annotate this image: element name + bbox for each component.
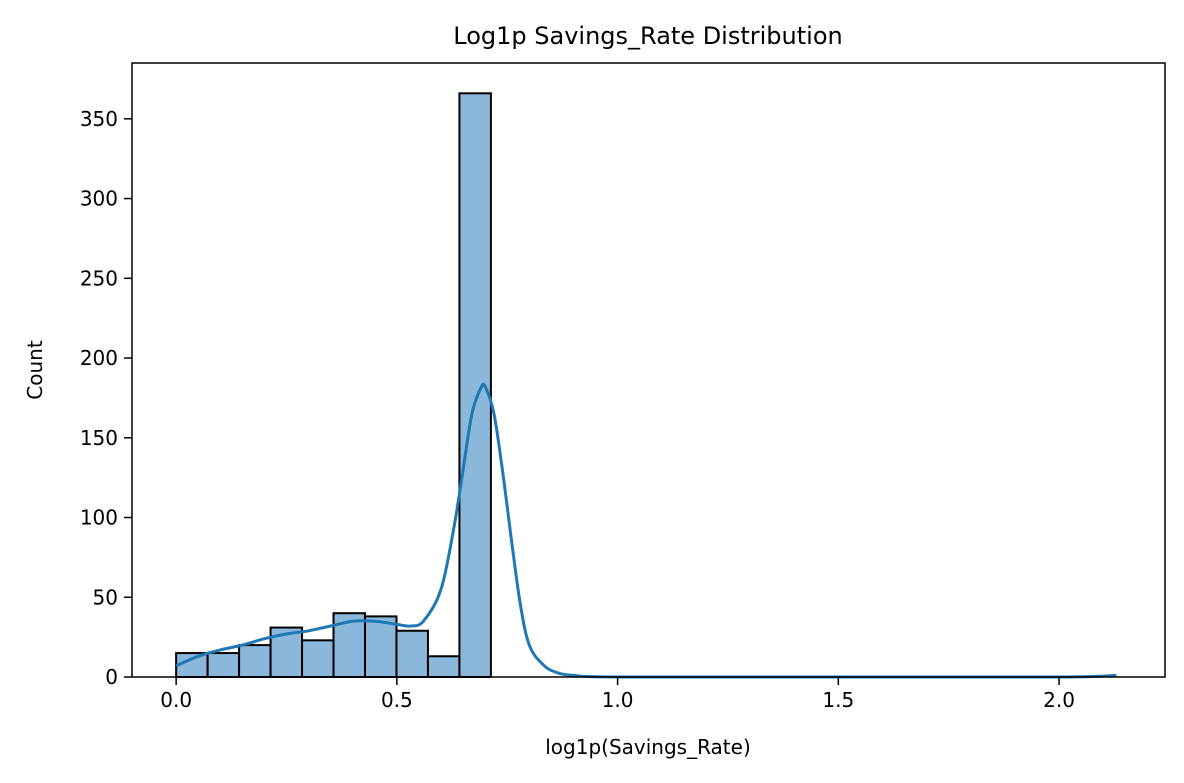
histogram-bar bbox=[395, 629, 429, 679]
histogram-bar bbox=[301, 639, 335, 678]
histogram-bars bbox=[175, 92, 492, 679]
y-tick-label: 100 bbox=[80, 506, 118, 530]
x-tick-label: 0.0 bbox=[160, 688, 192, 712]
y-tick-label: 200 bbox=[80, 346, 118, 370]
histogram-bar bbox=[332, 612, 366, 678]
x-tick-label: 2.0 bbox=[1043, 688, 1075, 712]
y-axis-label: Count bbox=[23, 340, 47, 400]
histogram-bar bbox=[458, 92, 492, 679]
histogram-bar bbox=[206, 652, 241, 679]
y-tick-label: 350 bbox=[80, 107, 118, 131]
y-axis-ticks: 0 50 100 150 200 250 300 350 bbox=[80, 107, 132, 689]
x-tick-label: 0.5 bbox=[381, 688, 413, 712]
x-tick-label: 1.0 bbox=[602, 688, 634, 712]
y-tick-label: 250 bbox=[80, 266, 118, 290]
histogram-bar bbox=[363, 615, 398, 678]
x-axis-ticks: 0.0 0.5 1.0 1.5 2.0 bbox=[160, 677, 1075, 712]
y-tick-label: 150 bbox=[80, 426, 118, 450]
histogram-bar bbox=[426, 655, 461, 678]
histogram-bar bbox=[238, 644, 272, 678]
kde-curve bbox=[175, 382, 1117, 679]
y-tick-label: 300 bbox=[80, 187, 118, 211]
y-tick-label: 50 bbox=[93, 585, 118, 609]
plot-frame bbox=[131, 62, 1166, 678]
x-axis-label: log1p(Savings_Rate) bbox=[545, 735, 751, 759]
x-tick-label: 1.5 bbox=[822, 688, 854, 712]
y-tick-label: 0 bbox=[105, 665, 118, 689]
chart-title: Log1p Savings_Rate Distribution bbox=[453, 22, 842, 50]
